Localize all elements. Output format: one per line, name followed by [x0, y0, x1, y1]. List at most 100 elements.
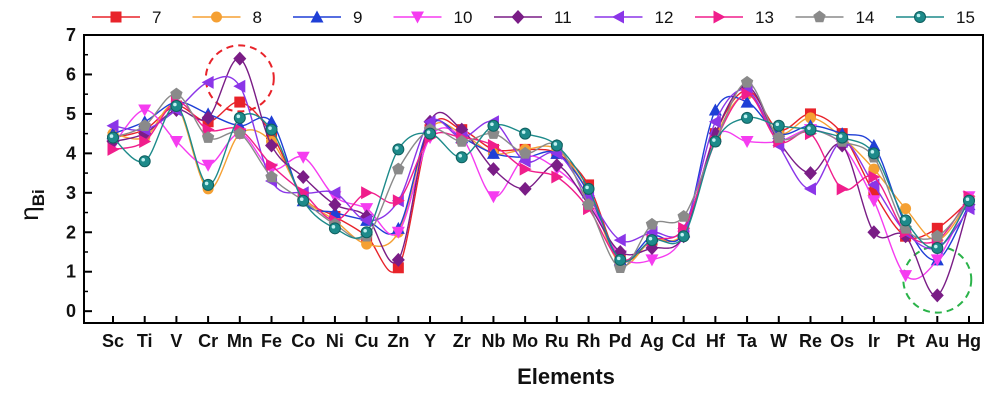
data-point-15-Os-highlight: [838, 134, 843, 138]
legend-label-15: 15: [956, 8, 975, 27]
legend-marker-14: [813, 10, 826, 23]
data-point-13-Ti: [139, 135, 152, 149]
data-point-15-Ru-highlight: [553, 142, 558, 146]
legend-item-14: 14: [795, 8, 874, 27]
data-point-11-Ir: [867, 225, 881, 240]
data-point-15-Co: [297, 194, 310, 207]
data-point-15-Zn-highlight: [395, 146, 399, 150]
legend-label-7: 7: [152, 8, 161, 27]
data-point-15-Rh: [582, 182, 595, 195]
y-tick-label: 7: [66, 25, 76, 45]
x-tick-label: Os: [830, 331, 854, 351]
legend-marker-8: [211, 11, 222, 23]
series-line-13: [112, 93, 970, 262]
data-point-15-Zn: [392, 143, 405, 156]
x-tick-label: Hf: [706, 331, 726, 351]
data-point-15-Sc-highlight: [109, 134, 114, 138]
legend-label-10: 10: [454, 8, 473, 27]
data-point-12-Pd: [613, 233, 626, 247]
legend-item-9: 9: [293, 8, 362, 27]
data-point-15-Cd-highlight: [680, 232, 684, 237]
data-point-11-Au: [930, 288, 944, 303]
data-point-14-Fe: [265, 170, 278, 183]
x-tick-label: Ni: [326, 331, 344, 351]
data-point-10-Co: [296, 151, 310, 164]
data-point-15-Re: [804, 123, 817, 136]
data-point-15-Ti-highlight: [141, 157, 146, 162]
data-point-15-W: [772, 119, 785, 132]
data-point-15-Cr: [202, 178, 215, 191]
data-point-13-Zn: [392, 194, 405, 208]
x-tick-label: Re: [799, 331, 822, 351]
data-point-12-Ir: [867, 178, 880, 192]
data-point-14-Mo: [518, 146, 532, 159]
x-tick-label: Cu: [355, 331, 379, 351]
legend-label-13: 13: [755, 8, 774, 27]
data-point-15-Y-highlight: [426, 130, 431, 134]
x-tick-label: Hg: [957, 331, 981, 351]
data-point-15-Fe-highlight: [268, 126, 272, 130]
x-tick-label: V: [170, 331, 182, 351]
data-point-11-Nb: [486, 162, 500, 177]
data-point-10-Ti: [138, 104, 152, 117]
data-point-10-Nb: [486, 191, 500, 204]
data-point-12-Re: [803, 182, 816, 196]
data-point-12-Hf: [708, 115, 721, 129]
data-point-10-Zn: [391, 226, 405, 239]
data-point-12-Cr: [201, 75, 214, 89]
x-tick-label: Cd: [672, 331, 696, 351]
data-point-15-Zr: [455, 151, 468, 164]
data-point-15-Hg-highlight: [965, 197, 970, 201]
series-layer: [106, 51, 976, 303]
data-point-9-Ir: [867, 138, 881, 151]
data-point-15-W-highlight: [775, 122, 780, 127]
y-tick-label: 2: [66, 222, 76, 242]
data-point-10-Ta: [740, 136, 754, 149]
data-point-10-Ag: [645, 254, 659, 267]
data-point-7-Ir: [868, 187, 880, 199]
data-point-11-Zn: [391, 252, 405, 267]
legend: 7 8 9 10 11 12 13 14 15: [92, 8, 975, 27]
data-point-14-Cd: [677, 209, 690, 222]
data-point-14-Mn: [233, 127, 246, 139]
series-line-12: [112, 75, 970, 250]
y-tick-label: 6: [66, 64, 76, 84]
legend-item-11: 11: [494, 8, 572, 27]
data-point-15-Cu: [360, 226, 373, 239]
data-point-15-Re-highlight: [807, 126, 811, 130]
data-point-14-W: [772, 131, 785, 143]
legend-marker-9: [310, 10, 324, 23]
data-point-13-Ir: [868, 170, 881, 184]
y-tick-label: 3: [66, 183, 76, 203]
data-point-14-Zn: [392, 162, 405, 175]
data-point-14-Ti: [138, 119, 151, 131]
legend-item-8: 8: [192, 8, 262, 27]
data-point-15-Sc: [107, 131, 119, 144]
legend-item-12: 12: [594, 8, 673, 27]
series-11: [106, 51, 976, 303]
data-point-7-Mn: [234, 96, 246, 108]
data-point-15-Ta: [741, 111, 754, 124]
data-point-13-Mo: [519, 162, 532, 176]
x-tick-label: Ti: [137, 331, 153, 351]
x-tick-label: Mn: [227, 331, 253, 351]
legend-marker-11: [511, 10, 525, 24]
x-tick-label: Zr: [453, 331, 471, 351]
legend-marker-13: [713, 10, 726, 24]
legend-item-10: 10: [393, 8, 473, 27]
data-point-10-Au: [930, 254, 944, 267]
series-line-9: [112, 95, 970, 262]
data-point-11-Fe: [265, 138, 279, 153]
data-point-10-Cr: [201, 159, 215, 172]
data-point-15-Pt-highlight: [902, 217, 906, 221]
legend-label-9: 9: [353, 8, 362, 27]
data-point-8-Ir: [868, 163, 880, 175]
legend-label-11: 11: [554, 8, 572, 27]
y-axis-title-subscript: Bi: [29, 189, 48, 206]
data-point-15-Au: [931, 242, 944, 255]
data-point-15-Pd-highlight: [616, 256, 621, 261]
data-point-7-Au: [931, 222, 943, 234]
data-point-10-Ir: [867, 195, 881, 208]
data-point-11-Ru: [550, 158, 564, 173]
